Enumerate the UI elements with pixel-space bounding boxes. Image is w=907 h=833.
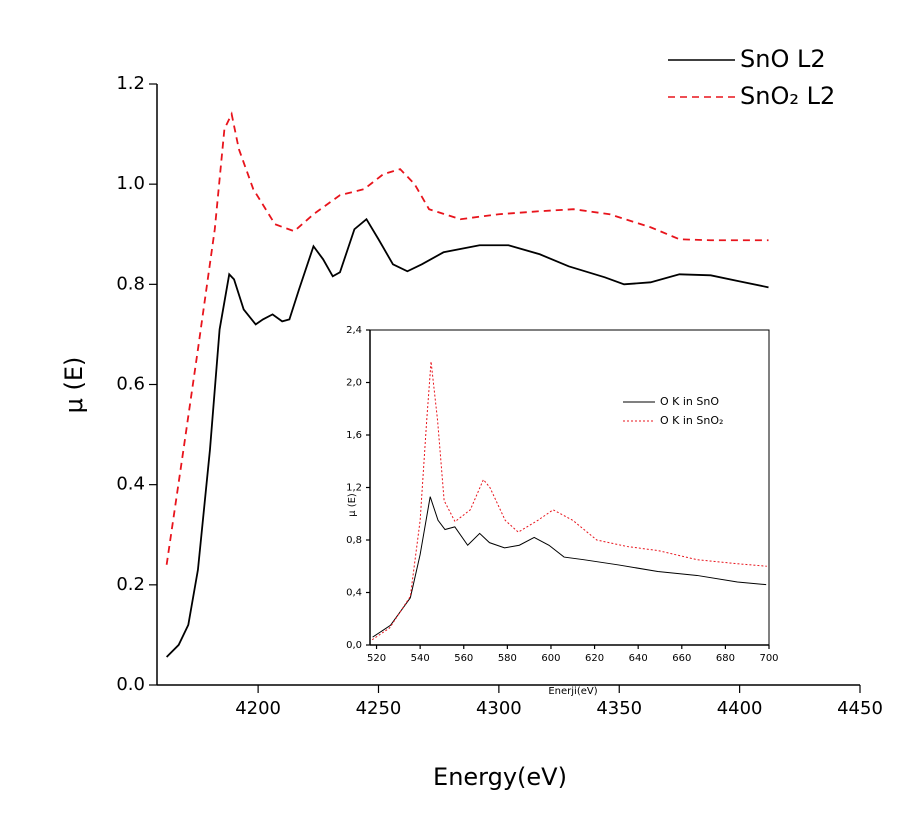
series-line [165, 111, 769, 565]
legend-label: SnO L2 [740, 45, 826, 73]
x-axis-title: Enerji(eV) [548, 686, 597, 697]
y-tick-label: 0,0 [346, 640, 362, 651]
y-tick-label: 0,8 [346, 535, 362, 546]
legend-label: SnO₂ L2 [740, 82, 835, 110]
y-tick-label: 0.4 [116, 474, 145, 495]
inset-frame [369, 329, 770, 646]
y-tick-label: 0.2 [116, 574, 145, 595]
x-tick-label: 620 [585, 653, 604, 664]
y-tick-label: 2,4 [346, 325, 362, 336]
y-tick-label: 1,2 [346, 483, 362, 494]
x-tick-label: 560 [454, 653, 473, 664]
x-tick-label: 540 [411, 653, 430, 664]
x-tick-label: 680 [716, 653, 735, 664]
y-tick-label: 0.0 [116, 674, 145, 695]
y-tick-label: 1.0 [116, 173, 145, 194]
x-tick-label: 600 [541, 653, 560, 664]
y-tick-label: 1.2 [116, 73, 145, 94]
x-tick-label: 580 [498, 653, 517, 664]
y-tick-label: 1,6 [346, 430, 362, 441]
x-tick-label: 660 [672, 653, 691, 664]
y-axis-title: μ (E) [60, 357, 88, 414]
y-axis-title: μ (E) [347, 493, 358, 517]
x-tick-label: 700 [759, 653, 778, 664]
x-tick-label: 4350 [596, 698, 642, 719]
legend-label: O K in SnO₂ [660, 414, 723, 427]
y-tick-label: 0.8 [116, 273, 145, 294]
y-tick-label: 2,0 [346, 378, 362, 389]
x-tick-label: 4200 [235, 698, 281, 719]
legend-label: O K in SnO [660, 395, 719, 408]
x-tick-label: 4400 [717, 698, 763, 719]
x-axis-title: Energy(eV) [433, 763, 567, 791]
x-tick-label: 520 [367, 653, 386, 664]
x-tick-label: 4450 [837, 698, 883, 719]
x-tick-label: 4250 [356, 698, 402, 719]
series-line [371, 361, 767, 641]
series-line [165, 217, 769, 658]
x-tick-label: 640 [629, 653, 648, 664]
y-tick-label: 0.6 [116, 374, 145, 395]
series-line [372, 496, 767, 638]
x-tick-label: 4300 [476, 698, 522, 719]
y-tick-label: 0,4 [346, 588, 362, 599]
